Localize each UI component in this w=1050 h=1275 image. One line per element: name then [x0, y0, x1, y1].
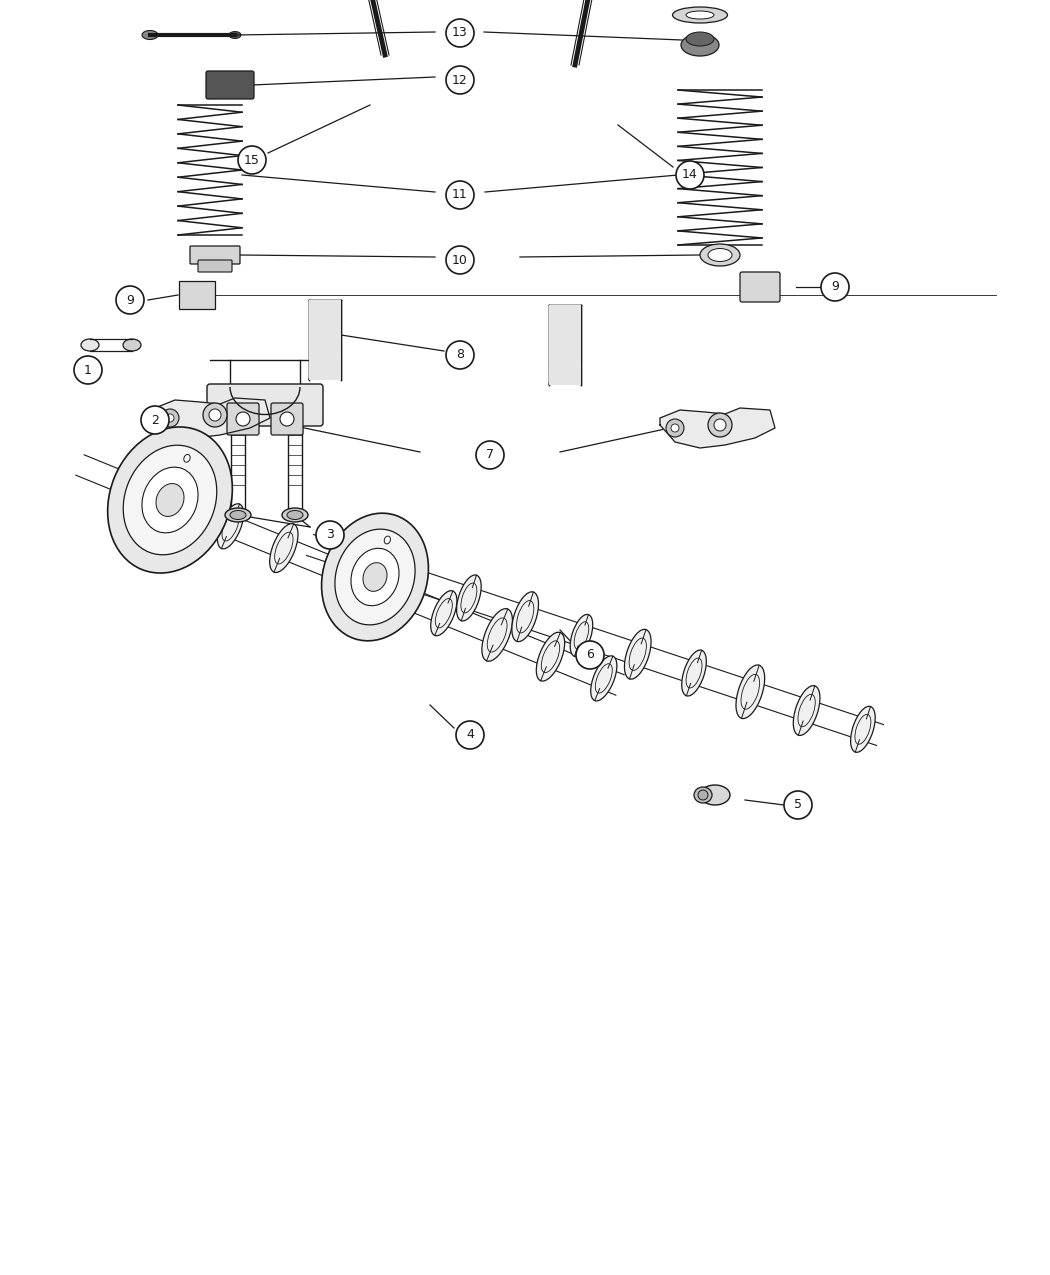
Circle shape	[166, 414, 174, 422]
Ellipse shape	[123, 445, 216, 555]
Text: 9: 9	[126, 293, 134, 306]
Text: 6: 6	[586, 649, 594, 662]
Ellipse shape	[700, 785, 730, 805]
Ellipse shape	[681, 34, 719, 56]
Circle shape	[236, 412, 250, 426]
Ellipse shape	[708, 249, 732, 261]
Ellipse shape	[850, 706, 876, 752]
Ellipse shape	[321, 513, 428, 641]
FancyBboxPatch shape	[190, 246, 240, 264]
Text: 1: 1	[84, 363, 92, 376]
Circle shape	[714, 419, 726, 431]
Text: 15: 15	[244, 153, 260, 167]
Ellipse shape	[335, 529, 415, 625]
Ellipse shape	[384, 536, 391, 544]
Ellipse shape	[794, 686, 820, 736]
Circle shape	[116, 286, 144, 314]
Text: 10: 10	[453, 254, 468, 266]
FancyBboxPatch shape	[178, 280, 215, 309]
Ellipse shape	[537, 632, 565, 681]
Circle shape	[784, 790, 812, 819]
Circle shape	[446, 246, 474, 274]
Text: 12: 12	[453, 74, 468, 87]
Circle shape	[671, 425, 679, 432]
FancyBboxPatch shape	[207, 384, 323, 426]
Ellipse shape	[430, 590, 457, 636]
Circle shape	[161, 409, 179, 427]
Ellipse shape	[81, 339, 99, 351]
FancyBboxPatch shape	[549, 305, 581, 385]
Ellipse shape	[123, 339, 141, 351]
Ellipse shape	[700, 244, 740, 266]
Text: 3: 3	[327, 529, 334, 542]
FancyBboxPatch shape	[227, 403, 259, 435]
Circle shape	[708, 413, 732, 437]
Circle shape	[316, 521, 344, 550]
Ellipse shape	[217, 504, 244, 548]
Ellipse shape	[351, 548, 399, 606]
Ellipse shape	[376, 567, 404, 616]
Ellipse shape	[156, 483, 184, 516]
Circle shape	[238, 147, 266, 173]
Ellipse shape	[457, 575, 481, 621]
Ellipse shape	[672, 6, 728, 23]
Circle shape	[446, 66, 474, 94]
Ellipse shape	[270, 524, 298, 572]
Text: 7: 7	[486, 449, 494, 462]
FancyBboxPatch shape	[271, 403, 303, 435]
FancyBboxPatch shape	[740, 272, 780, 302]
Ellipse shape	[287, 510, 303, 519]
Text: 14: 14	[682, 168, 698, 181]
Ellipse shape	[229, 32, 242, 38]
Ellipse shape	[162, 478, 192, 530]
Ellipse shape	[326, 550, 350, 590]
Ellipse shape	[225, 507, 251, 521]
Polygon shape	[660, 408, 775, 448]
Ellipse shape	[686, 11, 714, 19]
Ellipse shape	[363, 562, 387, 592]
Circle shape	[666, 419, 684, 437]
FancyBboxPatch shape	[206, 71, 254, 99]
Text: 11: 11	[453, 189, 468, 201]
Ellipse shape	[142, 467, 198, 533]
Text: 8: 8	[456, 348, 464, 362]
Circle shape	[576, 641, 604, 669]
Ellipse shape	[698, 790, 708, 799]
Circle shape	[209, 409, 220, 421]
Text: 13: 13	[453, 27, 468, 40]
Ellipse shape	[686, 32, 714, 46]
Ellipse shape	[694, 787, 712, 803]
Text: 4: 4	[466, 728, 474, 742]
Ellipse shape	[108, 427, 232, 572]
Circle shape	[446, 340, 474, 368]
Circle shape	[280, 412, 294, 426]
Ellipse shape	[591, 655, 617, 701]
Ellipse shape	[511, 592, 539, 641]
Circle shape	[821, 273, 849, 301]
Ellipse shape	[398, 552, 427, 606]
Text: 5: 5	[794, 798, 802, 811]
Circle shape	[141, 405, 169, 434]
Circle shape	[446, 19, 474, 47]
Circle shape	[676, 161, 704, 189]
Ellipse shape	[736, 666, 764, 719]
FancyBboxPatch shape	[309, 300, 341, 380]
Ellipse shape	[482, 608, 512, 662]
Circle shape	[446, 181, 474, 209]
Ellipse shape	[184, 454, 190, 463]
Ellipse shape	[230, 510, 246, 519]
Ellipse shape	[142, 31, 157, 40]
Text: 2: 2	[151, 413, 159, 427]
Polygon shape	[155, 398, 270, 439]
Ellipse shape	[625, 630, 651, 680]
Circle shape	[456, 720, 484, 748]
Ellipse shape	[282, 507, 308, 521]
Ellipse shape	[570, 615, 593, 657]
Text: 9: 9	[831, 280, 839, 293]
Ellipse shape	[681, 650, 707, 696]
FancyBboxPatch shape	[198, 260, 232, 272]
Circle shape	[203, 403, 227, 427]
Circle shape	[476, 441, 504, 469]
Circle shape	[74, 356, 102, 384]
